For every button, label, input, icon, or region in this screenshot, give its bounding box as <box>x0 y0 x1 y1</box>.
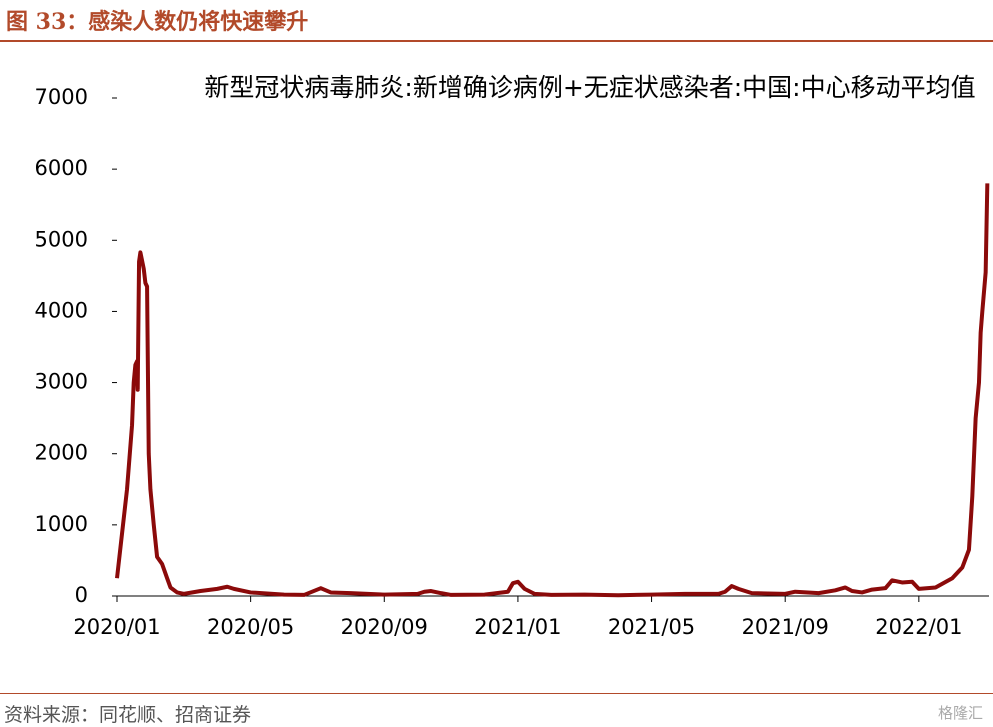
y-tick-label: 2000 <box>35 441 88 465</box>
x-tick-label: 2022/01 <box>875 615 962 639</box>
source: 资料来源：同花顺、招商证券 <box>4 704 252 726</box>
y-tick-label: 4000 <box>35 298 88 322</box>
x-tick-label: 2021/09 <box>742 615 829 639</box>
x-tick-label: 2020/01 <box>73 615 160 639</box>
chart-title: 新型冠状病毒肺炎:新增确诊病例+无症状感染者:中国:中心移动平均值 <box>204 73 976 102</box>
x-tick-label: 2021/01 <box>474 615 561 639</box>
header-rule <box>0 40 993 42</box>
x-tick-label: 2020/05 <box>207 615 294 639</box>
y-tick-label: 5000 <box>35 227 88 251</box>
y-tick-label: 6000 <box>35 156 88 180</box>
x-tick-label: 2020/09 <box>341 615 428 639</box>
y-tick-label: 7000 <box>35 85 88 109</box>
y-tick-label: 3000 <box>35 370 88 394</box>
x-tick-label: 2021/05 <box>608 615 695 639</box>
footer-rule <box>0 693 993 694</box>
y-tick-label: 1000 <box>35 512 88 536</box>
watermark: 格隆汇 <box>937 704 983 722</box>
line-series <box>115 183 990 598</box>
header: 图 33：感染人数仍将快速攀升 <box>6 9 309 35</box>
y-tick-label: 0 <box>75 583 88 607</box>
